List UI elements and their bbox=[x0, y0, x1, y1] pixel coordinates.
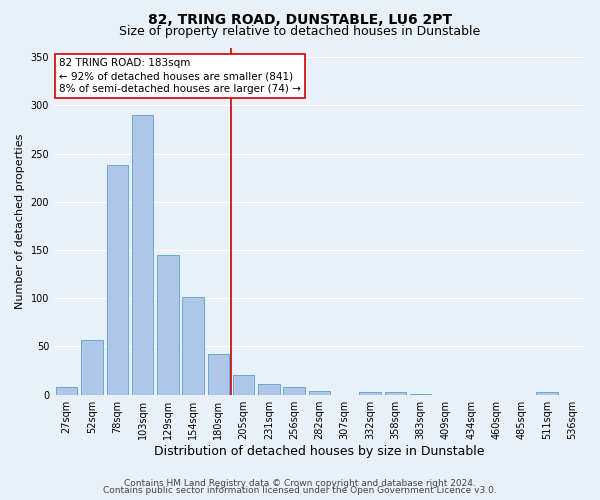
Y-axis label: Number of detached properties: Number of detached properties bbox=[15, 134, 25, 309]
Bar bbox=[157, 255, 179, 394]
Text: 82, TRING ROAD, DUNSTABLE, LU6 2PT: 82, TRING ROAD, DUNSTABLE, LU6 2PT bbox=[148, 12, 452, 26]
Bar bbox=[81, 340, 103, 394]
Text: 82 TRING ROAD: 183sqm
← 92% of detached houses are smaller (841)
8% of semi-deta: 82 TRING ROAD: 183sqm ← 92% of detached … bbox=[59, 58, 301, 94]
Bar bbox=[233, 376, 254, 394]
Text: Contains HM Land Registry data © Crown copyright and database right 2024.: Contains HM Land Registry data © Crown c… bbox=[124, 478, 476, 488]
Bar bbox=[283, 387, 305, 394]
Bar bbox=[536, 392, 558, 394]
Bar bbox=[258, 384, 280, 394]
Bar bbox=[208, 354, 229, 395]
Bar bbox=[132, 115, 153, 394]
Bar bbox=[56, 387, 77, 394]
X-axis label: Distribution of detached houses by size in Dunstable: Distribution of detached houses by size … bbox=[154, 444, 485, 458]
Bar bbox=[385, 392, 406, 394]
Bar bbox=[182, 298, 204, 394]
Bar bbox=[359, 392, 381, 394]
Text: Contains public sector information licensed under the Open Government Licence v3: Contains public sector information licen… bbox=[103, 486, 497, 495]
Bar bbox=[107, 165, 128, 394]
Bar bbox=[309, 391, 330, 394]
Text: Size of property relative to detached houses in Dunstable: Size of property relative to detached ho… bbox=[119, 25, 481, 38]
